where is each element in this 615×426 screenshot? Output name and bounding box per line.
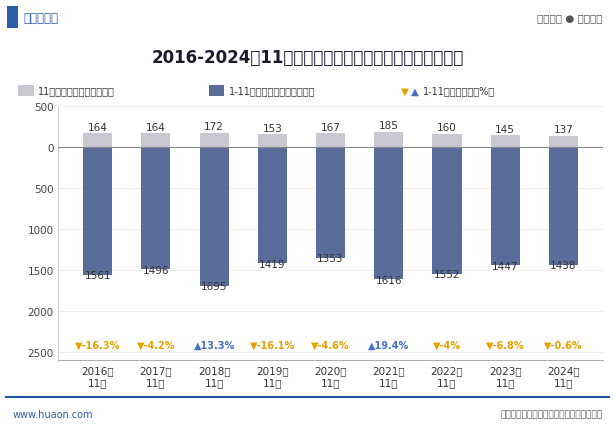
Text: 1447: 1447 bbox=[492, 261, 518, 271]
Bar bbox=[549, 147, 578, 265]
Text: ▼-6.8%: ▼-6.8% bbox=[486, 340, 525, 350]
Text: www.huaon.com: www.huaon.com bbox=[12, 409, 93, 419]
Text: 数据来源：中国海关；华经产业研究院整理: 数据来源：中国海关；华经产业研究院整理 bbox=[501, 409, 603, 418]
Bar bbox=[258, 147, 287, 263]
Bar bbox=[83, 134, 113, 147]
Text: ▼-4%: ▼-4% bbox=[433, 340, 461, 350]
Bar bbox=[258, 135, 287, 147]
Text: 1695: 1695 bbox=[201, 282, 228, 291]
Text: 137: 137 bbox=[554, 125, 573, 135]
Text: 164: 164 bbox=[88, 123, 108, 133]
Text: ▲: ▲ bbox=[411, 86, 419, 96]
Text: 153: 153 bbox=[263, 124, 282, 134]
Bar bbox=[209, 86, 224, 96]
Bar bbox=[491, 147, 520, 266]
Text: 185: 185 bbox=[379, 121, 399, 131]
Text: ▼-4.6%: ▼-4.6% bbox=[311, 340, 350, 350]
Bar bbox=[200, 147, 229, 286]
Text: ▼-4.2%: ▼-4.2% bbox=[137, 340, 175, 350]
Text: 2016-2024年11月深圳经济特区外商投资企业进出口总额: 2016-2024年11月深圳经济特区外商投资企业进出口总额 bbox=[151, 49, 464, 66]
Text: 172: 172 bbox=[204, 122, 224, 132]
Text: 1616: 1616 bbox=[376, 275, 402, 285]
Bar bbox=[141, 147, 170, 270]
Bar bbox=[549, 136, 578, 147]
Text: 1419: 1419 bbox=[259, 259, 285, 269]
Bar bbox=[432, 134, 461, 147]
Text: 11月进出口总额（亿美元）: 11月进出口总额（亿美元） bbox=[38, 86, 115, 96]
Bar bbox=[83, 147, 113, 275]
Text: 1438: 1438 bbox=[550, 260, 577, 271]
Text: 1496: 1496 bbox=[143, 265, 169, 275]
Bar bbox=[374, 132, 403, 147]
Text: ▼: ▼ bbox=[401, 86, 409, 96]
Text: 167: 167 bbox=[320, 123, 341, 132]
Text: ▲19.4%: ▲19.4% bbox=[368, 340, 410, 350]
Bar bbox=[141, 134, 170, 147]
Text: ▲13.3%: ▲13.3% bbox=[194, 340, 235, 350]
Bar bbox=[18, 86, 34, 96]
Text: ▼-16.1%: ▼-16.1% bbox=[250, 340, 295, 350]
Text: 专业严谨 ● 客观科学: 专业严谨 ● 客观科学 bbox=[537, 13, 603, 23]
Text: 145: 145 bbox=[495, 124, 515, 134]
Text: 164: 164 bbox=[146, 123, 166, 133]
Text: ▼-16.3%: ▼-16.3% bbox=[75, 340, 121, 350]
Text: 1353: 1353 bbox=[317, 253, 344, 264]
Bar bbox=[316, 134, 345, 147]
Bar bbox=[316, 147, 345, 258]
Bar bbox=[374, 147, 403, 279]
Bar bbox=[200, 133, 229, 147]
Text: 1-11月同比增速（%）: 1-11月同比增速（%） bbox=[423, 86, 495, 96]
Bar bbox=[7, 7, 18, 29]
Text: 1-11月进出口总额（亿美元）: 1-11月进出口总额（亿美元） bbox=[229, 86, 315, 96]
Text: 1552: 1552 bbox=[434, 270, 460, 280]
Text: 1561: 1561 bbox=[84, 271, 111, 280]
Text: 华经情报网: 华经情报网 bbox=[23, 12, 58, 25]
Bar bbox=[432, 147, 461, 274]
Bar bbox=[491, 135, 520, 147]
Text: ▼-0.6%: ▼-0.6% bbox=[544, 340, 582, 350]
Text: 160: 160 bbox=[437, 123, 457, 133]
